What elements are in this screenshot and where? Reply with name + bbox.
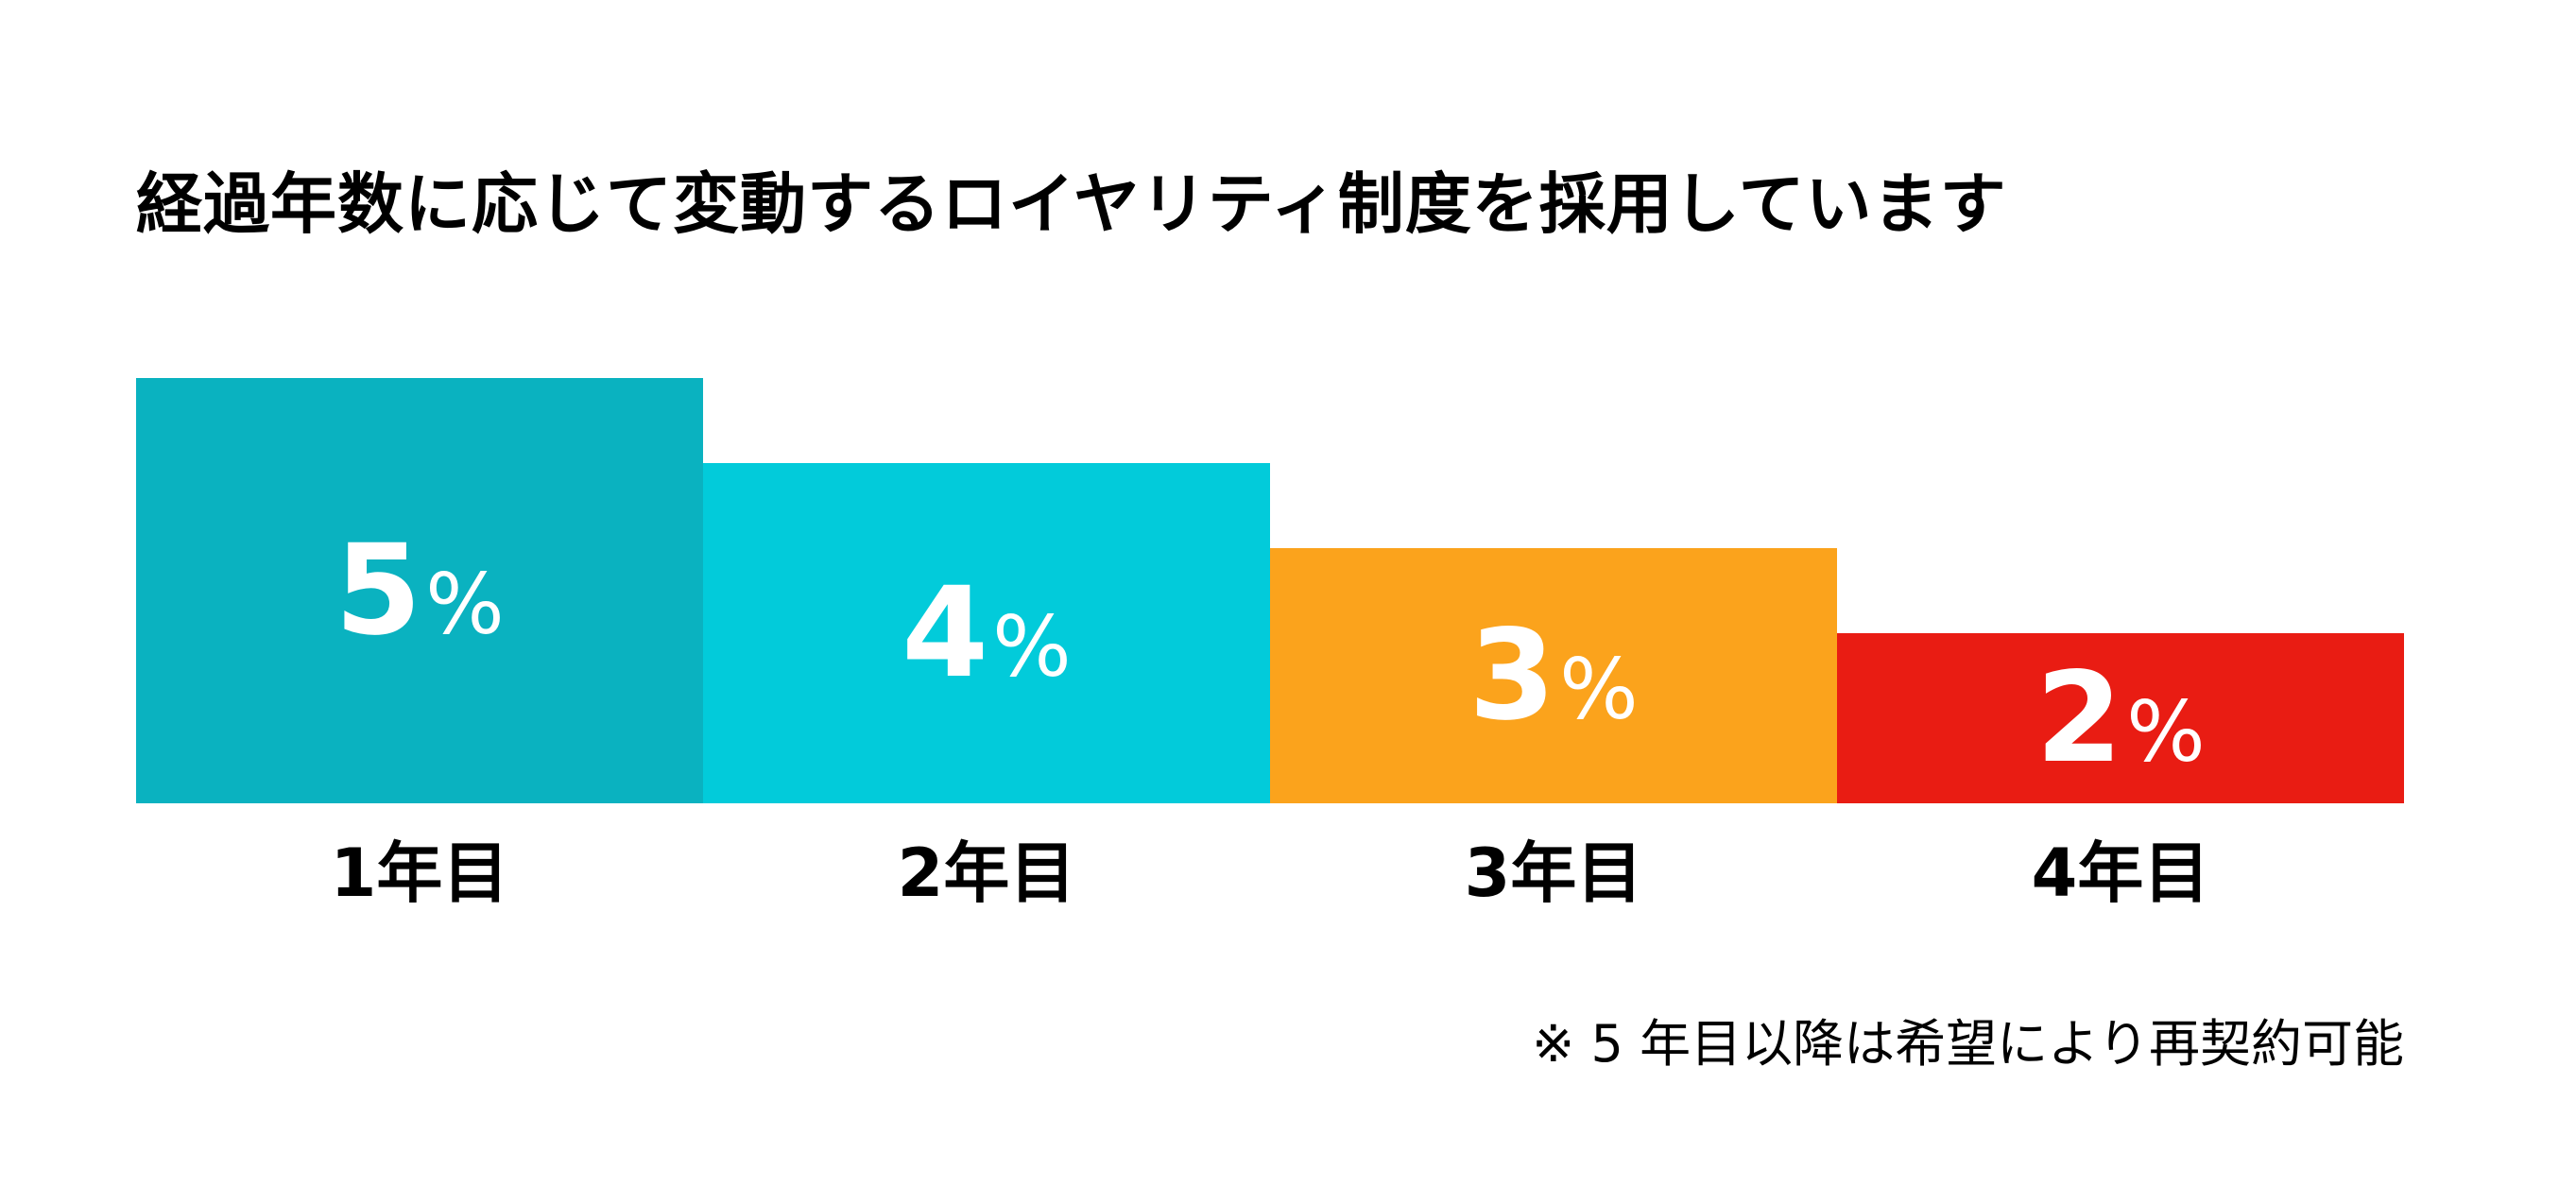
bar-value: 5: [335, 518, 422, 663]
bar-value-label: 4%: [902, 571, 1071, 696]
category-label-year-3: 3年目: [1464, 834, 1643, 912]
bar-year-3: 3%: [1270, 548, 1837, 803]
percent-unit: %: [2126, 683, 2206, 781]
percent-unit: %: [425, 556, 505, 653]
bar-year-1: 5%: [136, 378, 703, 803]
percent-unit: %: [1559, 641, 1639, 738]
bar-value: 2: [2035, 645, 2123, 791]
bar-value-label: 5%: [335, 528, 504, 653]
percent-unit: %: [992, 598, 1072, 696]
category-label-year-2: 2年目: [897, 834, 1076, 912]
category-label-year-4: 4年目: [2031, 834, 2210, 912]
bar-value: 3: [1468, 603, 1556, 748]
footnote: ※ 5 年目以降は希望により再契約可能: [1532, 1014, 2404, 1074]
bar-value: 4: [902, 560, 989, 706]
bar-value-label: 2%: [2035, 656, 2205, 781]
bar-year-4: 2%: [1837, 633, 2404, 803]
bar-year-2: 4%: [703, 463, 1270, 803]
category-label-year-1: 1年目: [330, 834, 509, 912]
bar-value-label: 3%: [1468, 613, 1638, 738]
chart-title: 経過年数に応じて変動するロイヤリティ制度を採用しています: [136, 165, 2007, 243]
